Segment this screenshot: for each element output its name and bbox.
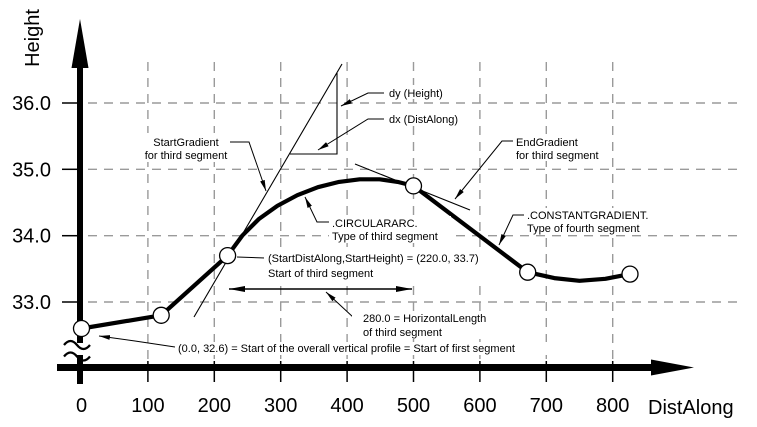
annotation-horizontal-length-line1: 280.0 = HorizontalLength (363, 313, 486, 325)
leader-dx (317, 118, 386, 151)
annotation-profile-start: (0.0, 32.6) = Start of the overall verti… (178, 343, 515, 355)
tick-labels: 0 100 200 300 400 500 600 700 800 33.0 34.0 35.0 36.… (12, 93, 629, 417)
connector-third-segment-start (236, 256, 266, 259)
x-tick-label: 200 (198, 395, 231, 417)
x-tick-label: 800 (596, 395, 629, 417)
start-gradient-tangent-line (193, 63, 343, 318)
y-tick-label: 36.0 (12, 93, 51, 115)
annotation-third-segment-start-line1: (StartDistAlong,StartHeight) = (220.0, 3… (268, 253, 479, 265)
x-tick-label: 600 (463, 395, 496, 417)
annotation-background (142, 133, 230, 162)
y-tick-label: 33.0 (12, 292, 51, 314)
annotation-end-gradient-line2: for third segment (516, 150, 599, 162)
annotation-circular-arc-line1: .CIRCULARARC. (332, 218, 418, 230)
annotation-background (176, 342, 566, 355)
annotation-background (384, 85, 466, 99)
annotation-third-segment-start-line2: Start of third segment (268, 268, 373, 280)
leader-profile-start (98, 335, 176, 348)
x-axis-title: DistAlong (648, 397, 734, 419)
leader-start-gradient (227, 141, 267, 192)
annotation-background (329, 216, 451, 243)
leader-circular-arc (304, 196, 330, 223)
axis-break-icon (63, 351, 91, 362)
annotation-background (524, 208, 674, 235)
x-tick-label: 400 (330, 395, 363, 417)
y-axis-arrowhead-icon (71, 19, 89, 68)
segment-boundary-marker (404, 177, 423, 195)
leader-constant-gradient (498, 214, 525, 246)
annotation-dx: dx (DistAlong) (389, 114, 458, 126)
annotation-background (352, 311, 492, 339)
annotation-horizontal-length-line2: of third segment (363, 327, 442, 339)
gradient-triangle (290, 73, 338, 155)
annotation-constant-gradient-line1: .CONSTANTGRADIENT. (527, 210, 648, 222)
annotation-circular-arc-line2: Type of third segment (332, 231, 438, 243)
segment-boundary-marker (152, 306, 170, 324)
annotation-constant-gradient-line2: Type of fourth segment (527, 223, 640, 235)
annotation-background (384, 110, 478, 124)
x-tick-label: 500 (397, 395, 430, 417)
annotation-background (264, 251, 494, 280)
y-axis-title: Height (22, 9, 44, 67)
profile-curve (79, 177, 633, 331)
annotation-dy: dy (Height) (389, 88, 443, 100)
annotation-end-gradient-line1: EndGradient (516, 137, 578, 149)
segment-boundary-marker (218, 246, 237, 265)
y-tick-label: 34.0 (12, 226, 51, 248)
x-tick-label: 700 (530, 395, 563, 417)
leader-end-gradient (454, 140, 513, 200)
x-axis-arrowhead-icon (651, 359, 694, 376)
segment-boundary-marker (621, 265, 639, 283)
annotation-start-gradient-line1: StartGradient (153, 137, 218, 149)
axis-break-icon (63, 339, 91, 351)
y-tick-label: 35.0 (12, 159, 51, 181)
x-tick-label: 0 (76, 395, 87, 417)
segment-markers (72, 177, 639, 338)
annotation-start-gradient-line2: for third segment (145, 150, 228, 162)
segment-boundary-marker (519, 263, 537, 281)
segment-boundary-marker (72, 319, 91, 338)
x-tick-label: 300 (264, 395, 297, 417)
x-tick-label: 100 (131, 395, 164, 417)
annotation-background (513, 134, 610, 161)
leader-dy (340, 92, 386, 107)
